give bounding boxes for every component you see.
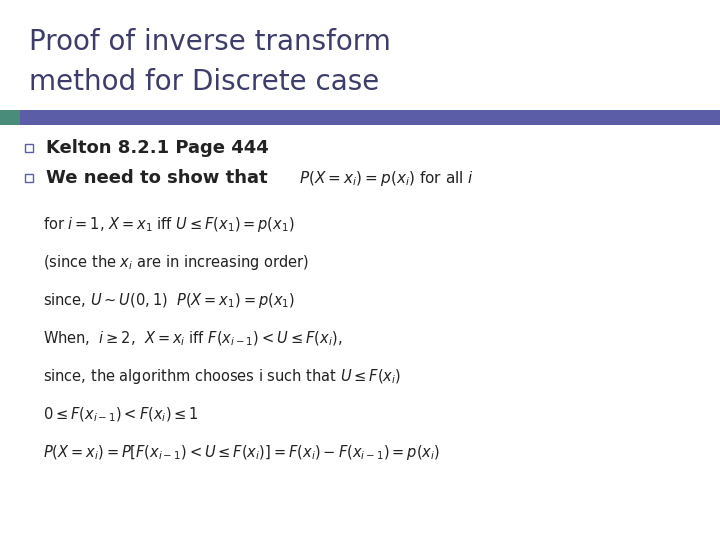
Text: Kelton 8.2.1 Page 444: Kelton 8.2.1 Page 444 bbox=[46, 139, 269, 157]
Text: (since the $x_i$ are in increasing order): (since the $x_i$ are in increasing order… bbox=[43, 253, 310, 273]
Text: When,  $i \geq 2$,  $X = x_i$ iff $F(x_{i-1}) < U \leq F(x_i)$,: When, $i \geq 2$, $X = x_i$ iff $F(x_{i-… bbox=[43, 330, 343, 348]
Text: since, $U \sim U(0,1)$  $P(X = x_1) = p(x_1)$: since, $U \sim U(0,1)$ $P(X = x_1) = p(x… bbox=[43, 292, 295, 310]
Text: We need to show that: We need to show that bbox=[46, 169, 268, 187]
FancyBboxPatch shape bbox=[0, 110, 20, 125]
Text: for $i = 1$, $X = x_1$ iff $U \leq F(x_1) = p(x_1)$: for $i = 1$, $X = x_1$ iff $U \leq F(x_1… bbox=[43, 215, 295, 234]
Text: Proof of inverse transform: Proof of inverse transform bbox=[29, 28, 391, 56]
FancyBboxPatch shape bbox=[25, 174, 33, 183]
Text: $P(X = x_i) = p(x_i)$ for all $i$: $P(X = x_i) = p(x_i)$ for all $i$ bbox=[299, 168, 474, 187]
Text: since, the algorithm chooses i such that $U \leq F(x_i)$: since, the algorithm chooses i such that… bbox=[43, 368, 402, 387]
Text: $0 \leq F(x_{i-1}) < F(x_i) \leq 1$: $0 \leq F(x_{i-1}) < F(x_i) \leq 1$ bbox=[43, 406, 199, 424]
FancyBboxPatch shape bbox=[0, 110, 720, 125]
FancyBboxPatch shape bbox=[25, 144, 33, 152]
Text: $P(X = x_i) = P[F(x_{i-1}) < U \leq F(x_i)] = F(x_i) - F(x_{i-1}) = p(x_i)$: $P(X = x_i) = P[F(x_{i-1}) < U \leq F(x_… bbox=[43, 443, 441, 462]
Text: method for Discrete case: method for Discrete case bbox=[29, 68, 379, 96]
